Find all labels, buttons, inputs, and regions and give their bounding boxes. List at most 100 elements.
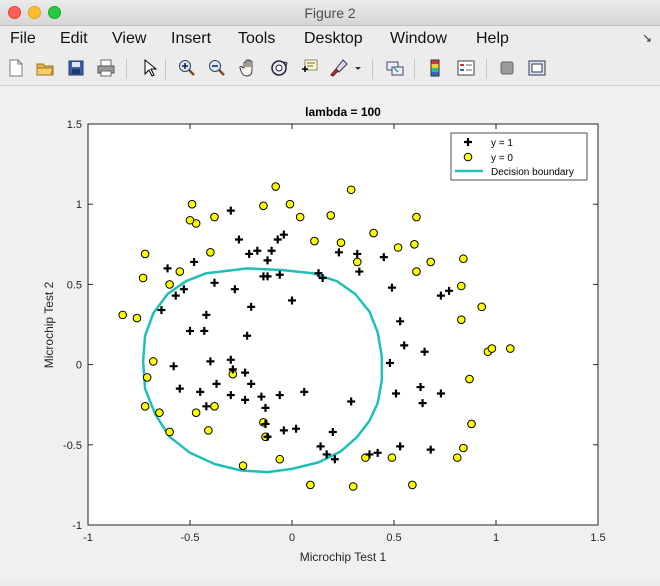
zoom-in-icon[interactable] <box>177 58 197 78</box>
pan-icon[interactable] <box>239 58 259 78</box>
positive-point <box>275 270 284 279</box>
positive-point <box>212 379 221 388</box>
positive-point <box>230 285 239 294</box>
dock-arrow-icon[interactable]: ↘ <box>641 31 652 45</box>
figure-canvas[interactable]: -1 -0.5 0 0.5 1 1.5 -1 -0.5 0 0.5 1 1.5 lambda = 10… <box>0 86 660 581</box>
positive-point <box>387 283 396 292</box>
negative-point <box>457 315 466 324</box>
negative-point <box>410 240 419 249</box>
hide-plot-tools-icon[interactable] <box>497 58 517 78</box>
zoom-out-icon[interactable] <box>207 58 227 78</box>
negative-point <box>210 402 219 411</box>
negative-point <box>426 257 436 267</box>
x-tick-label: 1.5 <box>590 532 605 544</box>
menu-tools[interactable]: Tools <box>238 30 276 47</box>
positive-point <box>355 267 364 276</box>
negative-point <box>138 273 148 283</box>
positive-point <box>243 331 252 340</box>
negative-point <box>238 461 248 470</box>
save-icon[interactable] <box>66 58 86 78</box>
negative-point <box>148 357 158 366</box>
negative-point <box>165 280 174 289</box>
menu-help[interactable]: Help <box>476 30 509 47</box>
menu-desktop[interactable]: Desktop <box>304 30 363 47</box>
positive-point <box>257 392 266 401</box>
positive-point <box>157 306 166 315</box>
y-tick-label: -1 <box>72 520 82 532</box>
positive-point <box>385 358 394 367</box>
positive-point <box>171 291 180 300</box>
legend-label-boundary: Decision boundary <box>491 167 574 178</box>
negative-point <box>165 427 174 437</box>
pointer-icon[interactable] <box>139 58 159 78</box>
menu-view[interactable]: View <box>112 30 147 47</box>
menu-window[interactable]: Window <box>390 30 447 47</box>
positive-point <box>420 347 429 356</box>
positive-point <box>226 355 235 364</box>
axes-background <box>88 124 598 525</box>
toolbar-separator <box>165 59 166 79</box>
positive-point <box>226 391 235 400</box>
legend-label-positive: y = 1 <box>491 138 513 149</box>
window-title: Figure 2 <box>304 5 356 21</box>
positive-point <box>261 403 270 412</box>
negative-point <box>412 212 421 222</box>
new-figure-icon[interactable] <box>6 58 26 78</box>
axis-tick-layer: -1 -0.5 0 0.5 1 1.5 -1 -0.5 0 0.5 1 1.5 <box>63 119 606 544</box>
positive-point <box>353 249 362 258</box>
positive-point <box>241 395 250 404</box>
legend-label-negative: y = 0 <box>491 153 513 164</box>
show-plot-tools-icon[interactable] <box>527 58 547 78</box>
positive-point <box>196 387 205 396</box>
negative-point <box>348 482 358 491</box>
positive-point <box>416 383 425 392</box>
data-marker-layer <box>118 182 515 491</box>
x-tick-label: 1 <box>493 532 499 544</box>
positive-point <box>330 455 339 464</box>
negative-point <box>352 257 362 267</box>
positive-point <box>279 426 288 435</box>
positive-point <box>418 399 427 408</box>
negative-point <box>465 374 474 384</box>
brush-icon[interactable] <box>329 58 349 78</box>
menu-edit[interactable]: Edit <box>60 30 88 47</box>
negative-point <box>459 443 468 453</box>
negative-point <box>187 199 197 209</box>
positive-point <box>261 419 270 428</box>
legend[interactable]: y = 1 y = 0 Decision boundary <box>450 132 588 181</box>
positive-point <box>267 246 276 255</box>
minimize-window-button[interactable] <box>28 6 41 19</box>
negative-point <box>210 212 219 222</box>
zoom-window-button[interactable] <box>48 6 61 19</box>
y-tick-label: 0.5 <box>67 279 82 291</box>
positive-point <box>396 442 405 451</box>
brush-dropdown-icon[interactable] <box>352 58 364 78</box>
positive-point <box>175 384 184 393</box>
positive-point <box>400 341 409 350</box>
negative-point <box>393 243 403 252</box>
positive-point <box>426 445 435 454</box>
colorbar-icon[interactable] <box>425 58 445 78</box>
legend-icon[interactable] <box>456 58 476 78</box>
print-icon[interactable] <box>96 58 116 78</box>
scatter-plot[interactable]: -1 -0.5 0 0.5 1 1.5 -1 -0.5 0 0.5 1 1.5 lambda = 10… <box>0 86 660 581</box>
negative-point <box>175 267 185 276</box>
positive-point <box>396 317 405 326</box>
rotate-3d-icon[interactable] <box>269 58 289 78</box>
menu-file[interactable]: File <box>10 30 36 47</box>
positive-point <box>263 256 272 265</box>
menu-insert[interactable]: Insert <box>171 30 212 47</box>
axes-box <box>87 123 599 526</box>
close-window-button[interactable] <box>8 6 21 19</box>
link-plot-icon[interactable] <box>385 58 405 78</box>
menu-bar: File Edit View Insert Tools Desktop Wind… <box>0 26 660 52</box>
positive-point <box>234 235 243 244</box>
positive-point <box>288 296 296 305</box>
decision-boundary-layer <box>141 267 384 474</box>
open-file-icon[interactable] <box>35 58 55 78</box>
positive-point <box>379 253 388 262</box>
data-cursor-icon[interactable] <box>299 58 319 78</box>
positive-point <box>334 248 343 257</box>
positive-point <box>202 402 211 411</box>
